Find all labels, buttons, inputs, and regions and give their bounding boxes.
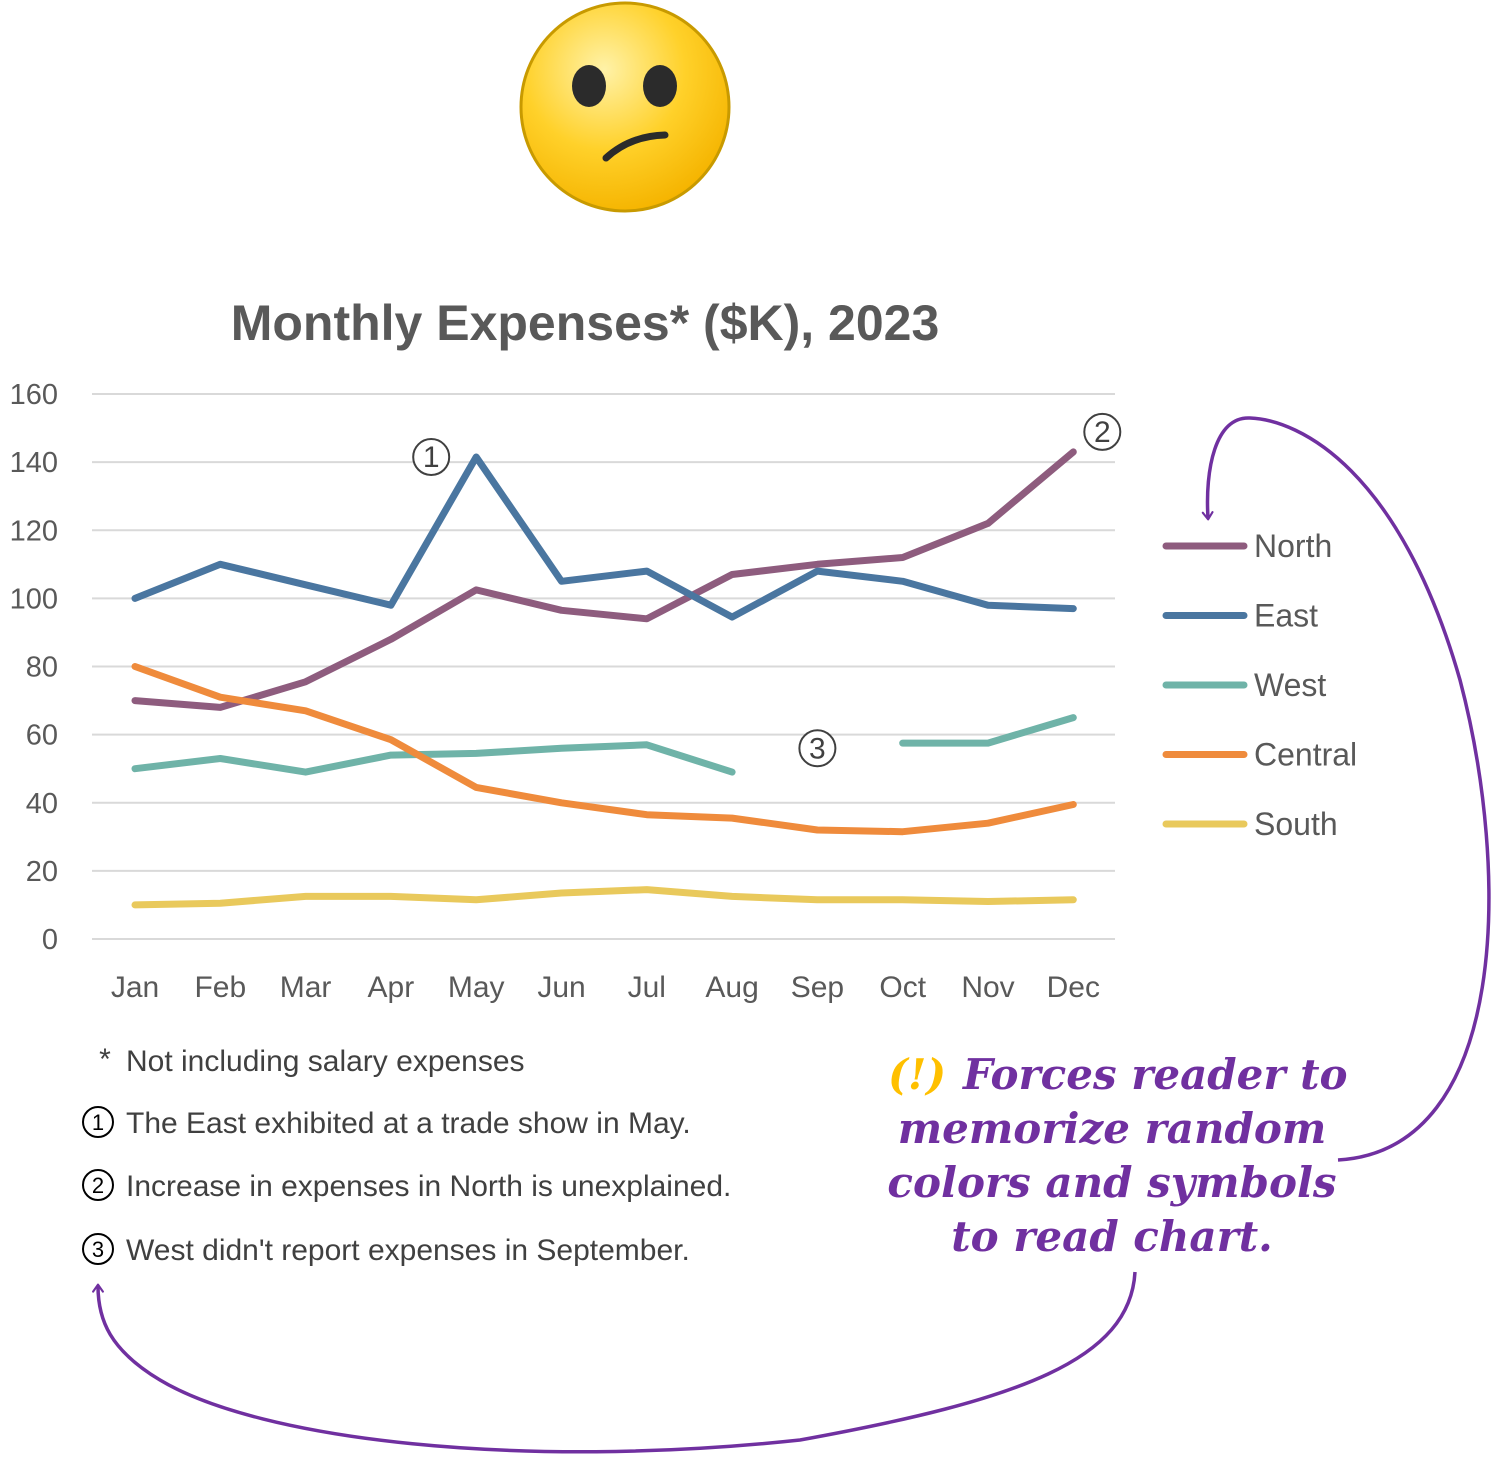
- x-tick-label: Sep: [791, 971, 844, 1004]
- x-tick-label: May: [448, 971, 505, 1004]
- y-tick-label: 100: [10, 583, 58, 615]
- y-tick-label: 140: [10, 447, 58, 479]
- footnote-symbol: 2: [92, 1173, 104, 1198]
- y-tick-label: 80: [26, 652, 58, 684]
- footnote: 3 West didn't report expenses in Septembe…: [82, 1233, 690, 1267]
- callout: (!) Forces reader to memorize random col…: [887, 1050, 1347, 1261]
- y-tick-label: 20: [26, 856, 58, 888]
- legend: North East West Central South: [1162, 528, 1357, 842]
- footnote-symbol: 3: [92, 1237, 104, 1262]
- x-tick-label: Aug: [705, 971, 758, 1004]
- marker-circle: [1083, 412, 1122, 451]
- footnote-symbol-circle: [82, 1106, 114, 1138]
- warning-icon: (!): [888, 1050, 946, 1099]
- gridlines: [92, 393, 1115, 940]
- x-tick-label: Dec: [1047, 971, 1100, 1004]
- x-tick-label: Mar: [280, 971, 332, 1004]
- callout-line-4: to read chart.: [951, 1212, 1273, 1261]
- annotation-marker: 3: [798, 729, 837, 768]
- footnote-text: Not including salary expenses: [126, 1045, 525, 1078]
- annotation-markers: 1 2 3: [412, 412, 1122, 768]
- x-tick-label: Apr: [368, 971, 415, 1004]
- y-tick-label: 0: [42, 924, 58, 956]
- x-tick-label: Jun: [537, 971, 585, 1004]
- y-tick-label: 160: [10, 379, 58, 411]
- marker-number: 1: [423, 441, 440, 474]
- confused-face-icon: [519, 1, 731, 213]
- footnote-symbol-circle: [82, 1233, 114, 1265]
- x-tick-label: Nov: [961, 971, 1014, 1004]
- marker-circle: [798, 729, 837, 768]
- footnote: 1 The East exhibited at a trade show in M…: [82, 1106, 691, 1140]
- marker-number: 3: [809, 732, 826, 765]
- footnote-text: Increase in expenses in North is unexpla…: [126, 1170, 731, 1203]
- footnote-text: West didn't report expenses in September…: [126, 1234, 690, 1267]
- y-axis-ticks: 0 20 40 60 80 100 120 140 160: [10, 379, 58, 956]
- y-tick-label: 40: [26, 788, 58, 820]
- footnote-symbol: *: [99, 1043, 111, 1076]
- arrow-to-legend: [1201, 416, 1491, 1162]
- marker-circle: [412, 438, 451, 477]
- footnote: 2 Increase in expenses in North is unexpl…: [82, 1169, 731, 1203]
- chart-title: Monthly Expenses* ($K), 2023: [231, 295, 940, 351]
- series-line-central: [131, 663, 1077, 836]
- callout-line-1: Forces reader to: [962, 1050, 1348, 1099]
- series-line-east: [131, 453, 1077, 621]
- y-tick-label: 60: [26, 720, 58, 752]
- annotation-marker: 1: [412, 438, 451, 477]
- x-axis-ticks: Jan Feb Mar Apr May Jun Jul Aug Sep Oct Nov Dec: [111, 971, 1100, 1004]
- legend-label: East: [1254, 598, 1318, 634]
- arrow-to-footnotes: [92, 1271, 1137, 1454]
- x-tick-label: Feb: [194, 971, 246, 1004]
- footnote-symbol-circle: [82, 1169, 114, 1201]
- callout-line-2: memorize random: [898, 1104, 1327, 1153]
- x-tick-label: Jul: [628, 971, 666, 1004]
- annotation-marker: 2: [1083, 412, 1122, 451]
- callout-line-3: colors and symbols: [887, 1158, 1336, 1207]
- legend-label: West: [1254, 667, 1326, 703]
- footnotes: * Not including salary expenses 1 The East …: [82, 1043, 731, 1267]
- x-tick-label: Jan: [111, 971, 159, 1004]
- marker-number: 2: [1094, 416, 1111, 449]
- series-lines: [131, 448, 1077, 909]
- legend-label: Central: [1254, 737, 1357, 773]
- legend-label: South: [1254, 806, 1338, 842]
- footnote-text: The East exhibited at a trade show in Ma…: [126, 1107, 691, 1140]
- legend-label: North: [1254, 528, 1332, 564]
- series-line-north: [131, 448, 1077, 711]
- footnote-symbol: 1: [92, 1110, 104, 1135]
- footnote: * Not including salary expenses: [99, 1043, 524, 1078]
- y-tick-label: 120: [10, 515, 58, 547]
- x-tick-label: Oct: [879, 971, 926, 1004]
- series-line-south: [131, 886, 1077, 909]
- series-line-west: [131, 714, 1077, 776]
